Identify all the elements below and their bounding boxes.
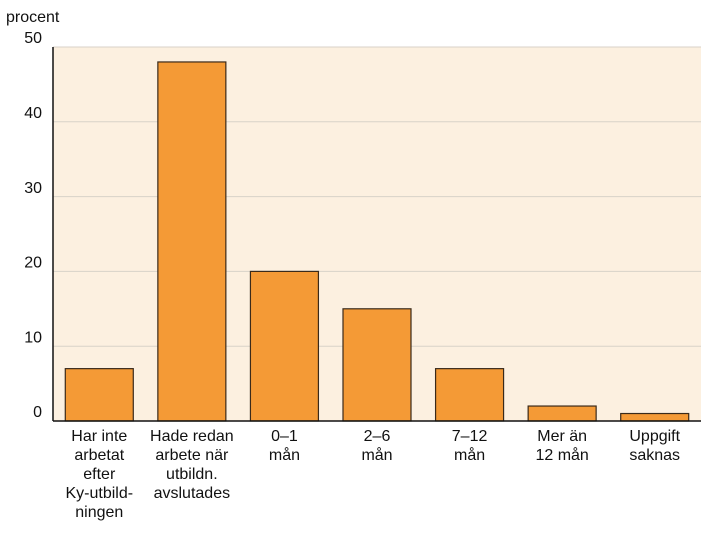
x-tick-label-line: Mer än	[537, 428, 587, 445]
x-tick-label: Hade redan arbete när utbildn. avslutades	[150, 428, 234, 502]
x-tick-label-line: efter	[83, 466, 116, 483]
x-tick-label-line: arbetat	[74, 447, 124, 464]
x-tick-label-line: utbildn.	[166, 466, 218, 483]
x-tick-label-line: Hade redan	[150, 428, 234, 445]
x-tick-label-line: saknas	[629, 447, 680, 464]
bar	[434, 368, 505, 422]
y-tick-label: 10	[24, 329, 42, 346]
x-tick-label-line: arbete när	[155, 447, 229, 464]
x-tick-label: 2–6 mån	[361, 428, 392, 464]
x-tick-label-line: avslutades	[154, 485, 231, 502]
x-tick-label: Uppgift saknas	[629, 428, 680, 464]
bar	[527, 405, 597, 422]
x-tick-label-line: 0–1	[271, 428, 298, 445]
y-tick-label: 0	[33, 404, 42, 421]
x-tick-label-line: 2–6	[364, 428, 391, 445]
bar	[249, 270, 320, 422]
y-tick-label: 20	[24, 255, 42, 272]
bar	[64, 368, 134, 422]
x-tick-label: 7–12 mån	[452, 428, 488, 464]
x-tick-label-line: Ky-utbild-	[65, 485, 133, 502]
y-tick-label: 30	[24, 180, 42, 197]
y-axis-label: procent	[6, 9, 60, 26]
x-tick-label-line: mån	[269, 446, 300, 464]
x-tick-label-line: Har inte	[71, 428, 127, 445]
y-tick-label: 40	[24, 105, 42, 122]
x-tick-label-line: mån	[454, 446, 485, 464]
x-tick-label-line: mån	[361, 446, 392, 464]
bar	[157, 61, 227, 422]
x-tick-label: Har inte arbetat efter Ky-utbild-ningen	[65, 428, 133, 521]
x-tick-label-line: 12 mån	[535, 446, 588, 464]
x-tick-label-line: 7–12	[452, 428, 488, 445]
bar	[342, 308, 412, 422]
bar	[620, 412, 690, 422]
x-tick-label: 0–1 mån	[269, 428, 300, 464]
x-tick-label-line: Uppgift	[629, 428, 680, 445]
x-tick-label-line: ningen	[75, 504, 123, 521]
y-tick-label: 50	[24, 30, 42, 47]
x-tick-label: Mer än 12 mån	[535, 428, 588, 464]
